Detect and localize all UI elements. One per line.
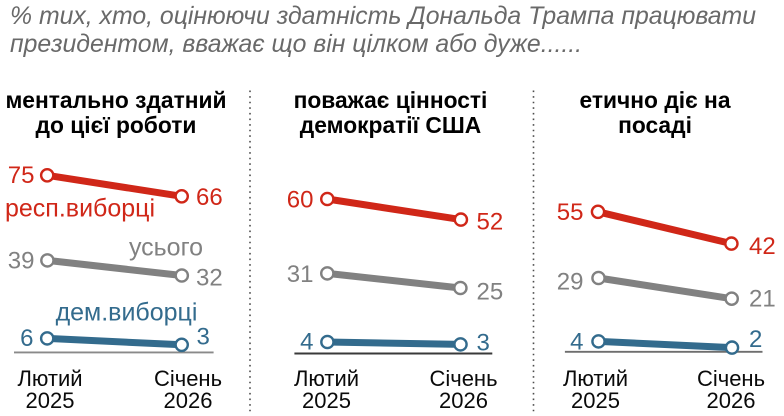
- svg-text:2: 2: [749, 326, 762, 353]
- svg-text:60: 60: [287, 187, 314, 214]
- svg-text:25: 25: [477, 279, 504, 306]
- svg-text:6: 6: [20, 325, 33, 352]
- svg-text:2026: 2026: [707, 388, 756, 413]
- svg-text:поважає цінності: поважає цінності: [294, 87, 488, 113]
- svg-text:29: 29: [557, 268, 584, 295]
- svg-text:2026: 2026: [164, 388, 213, 413]
- svg-text:4: 4: [570, 328, 583, 355]
- svg-text:21: 21: [749, 286, 776, 313]
- svg-text:усього: усього: [129, 234, 203, 262]
- svg-text:39: 39: [8, 248, 35, 275]
- svg-text:Січень: Січень: [697, 366, 765, 391]
- svg-text:Лютий: Лютий: [563, 366, 628, 391]
- svg-text:посаді: посаді: [618, 112, 692, 138]
- svg-text:% тих, хто, оцінюючи здатність: % тих, хто, оцінюючи здатність Дональда …: [10, 3, 756, 30]
- svg-text:31: 31: [287, 261, 314, 288]
- svg-text:2025: 2025: [571, 388, 620, 413]
- svg-text:ментально здатний: ментально здатний: [5, 87, 226, 113]
- svg-text:4: 4: [300, 329, 313, 356]
- svg-text:55: 55: [557, 199, 584, 226]
- svg-text:42: 42: [749, 233, 776, 260]
- svg-text:демократії США: демократії США: [300, 112, 481, 138]
- svg-text:2026: 2026: [439, 388, 488, 413]
- svg-text:до цієї роботи: до цієї роботи: [36, 112, 197, 138]
- svg-text:Січень: Січень: [154, 366, 222, 391]
- svg-text:3: 3: [197, 324, 210, 351]
- svg-text:Лютий: Лютий: [294, 366, 359, 391]
- svg-text:2025: 2025: [302, 388, 351, 413]
- svg-text:етично діє на: етично діє на: [580, 87, 731, 113]
- svg-text:президентом, вважає що він ціл: президентом, вважає що він цілком або ду…: [10, 31, 582, 58]
- svg-text:дем.виборці: дем.виборці: [56, 299, 198, 327]
- svg-text:3: 3: [477, 330, 490, 357]
- svg-text:2025: 2025: [26, 388, 75, 413]
- svg-text:Січень: Січень: [429, 366, 497, 391]
- svg-text:32: 32: [196, 265, 223, 292]
- svg-text:52: 52: [477, 209, 504, 236]
- svg-text:75: 75: [8, 162, 35, 189]
- svg-text:респ.виборці: респ.виборці: [5, 195, 155, 223]
- svg-text:Лютий: Лютий: [17, 366, 82, 391]
- svg-text:66: 66: [196, 184, 223, 211]
